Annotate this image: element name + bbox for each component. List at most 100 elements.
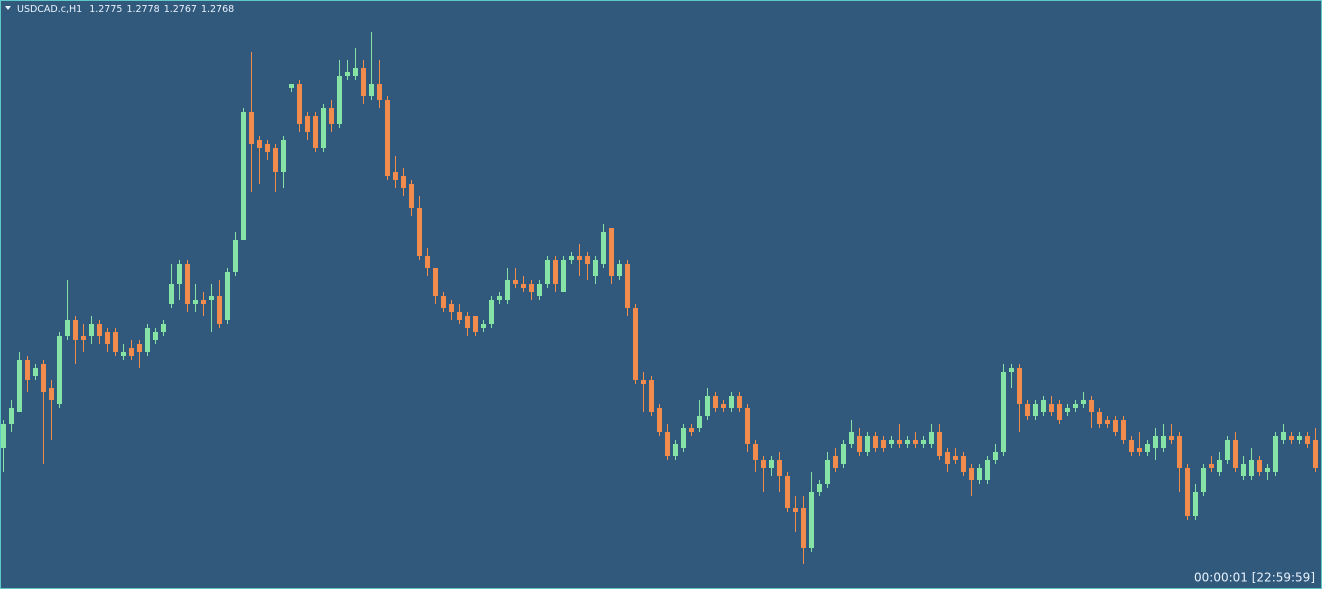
candle-body <box>593 260 598 276</box>
candle-body <box>985 460 990 480</box>
candle-body <box>537 284 542 296</box>
candle-body <box>369 84 374 96</box>
candle-body <box>713 396 718 408</box>
candle-body <box>89 324 94 336</box>
candle-body <box>305 116 310 132</box>
candle-body <box>313 116 318 148</box>
candle-body <box>137 344 142 352</box>
candle-body <box>1017 368 1022 404</box>
open-price: 1.2775 <box>89 4 122 15</box>
candle-body <box>1185 468 1190 516</box>
candle-body <box>1161 436 1166 448</box>
candle-body <box>577 256 582 260</box>
candle-body <box>977 468 982 480</box>
candle-body <box>841 444 846 464</box>
chart-header: USDCAD.c,H1 1.2775 1.2778 1.2767 1.2768 <box>17 4 234 15</box>
candle-body <box>337 76 342 124</box>
candle-body <box>697 416 702 428</box>
candle-body <box>1193 492 1198 516</box>
candle-body <box>1097 412 1102 424</box>
candle-body <box>561 260 566 292</box>
candle-body <box>553 260 558 284</box>
candle-body <box>1081 400 1086 404</box>
candle-body <box>105 332 110 344</box>
candle-body <box>1257 460 1262 472</box>
candle-body <box>1073 404 1078 408</box>
candle-body <box>833 456 838 468</box>
candle-body <box>793 508 798 512</box>
candle-body <box>281 140 286 172</box>
candle-body <box>569 256 574 260</box>
candle-body <box>497 296 502 300</box>
candle-body <box>1201 468 1206 492</box>
candle-body <box>1065 408 1070 412</box>
candle-body <box>129 348 134 356</box>
candle-body <box>329 108 334 124</box>
candle-body <box>625 264 630 308</box>
candle-body <box>1177 436 1182 468</box>
candle-body <box>225 272 230 320</box>
low-price: 1.2767 <box>164 4 197 15</box>
symbol: USDCAD.c,H1 <box>17 4 82 15</box>
candle-body <box>937 432 942 456</box>
candle-body <box>177 264 182 284</box>
candle-body <box>817 484 822 492</box>
candle-body <box>585 256 590 264</box>
candle-body <box>241 112 246 240</box>
candle-body <box>417 208 422 256</box>
candle-body <box>489 300 494 324</box>
candle-body <box>17 360 22 412</box>
candle-body <box>745 408 750 444</box>
candle-body <box>233 240 238 272</box>
high-price: 1.2778 <box>126 4 159 15</box>
candle-body <box>1129 440 1134 452</box>
candle-body <box>801 508 806 548</box>
candle-body <box>617 264 622 276</box>
candle-body <box>1 424 6 448</box>
candle-body <box>273 148 278 172</box>
candle-body <box>1209 464 1214 468</box>
candle-body <box>1041 400 1046 412</box>
candle-body <box>993 452 998 460</box>
candle-body <box>1057 404 1062 420</box>
candle-body <box>1233 440 1238 468</box>
candle-body <box>633 308 638 380</box>
candle-body <box>673 444 678 456</box>
candle-body <box>753 444 758 460</box>
candle-body <box>665 432 670 456</box>
collapse-arrow[interactable] <box>5 6 11 10</box>
candle-body <box>265 144 270 152</box>
candle-body <box>1265 468 1270 472</box>
candle-body <box>849 432 854 444</box>
candle-body <box>521 284 526 288</box>
candle-body <box>1305 436 1310 444</box>
candle-body <box>873 436 878 448</box>
candle-body <box>1025 404 1030 416</box>
candle-body <box>81 336 86 340</box>
candle-body <box>345 72 350 76</box>
candle-body <box>657 408 662 432</box>
candle-body <box>113 332 118 352</box>
candle-body <box>97 324 102 336</box>
candle-body <box>1273 436 1278 472</box>
candle-body <box>401 176 406 188</box>
candle-body <box>289 84 294 88</box>
candle-body <box>433 268 438 296</box>
candle-body <box>737 396 742 408</box>
bar-timer: 00:00:01 [22:59:59] <box>1194 571 1315 585</box>
candle-body <box>1113 420 1118 432</box>
candle-body <box>961 456 966 472</box>
candle-body <box>729 396 734 408</box>
candle-body <box>9 408 14 424</box>
candle-body <box>953 456 958 460</box>
candle-body <box>769 460 774 468</box>
candle-body <box>705 396 710 416</box>
candle-body <box>121 352 126 356</box>
candle-body <box>73 320 78 340</box>
candle-body <box>193 300 198 304</box>
candle-body <box>1145 444 1150 452</box>
candle-body <box>1137 448 1142 452</box>
